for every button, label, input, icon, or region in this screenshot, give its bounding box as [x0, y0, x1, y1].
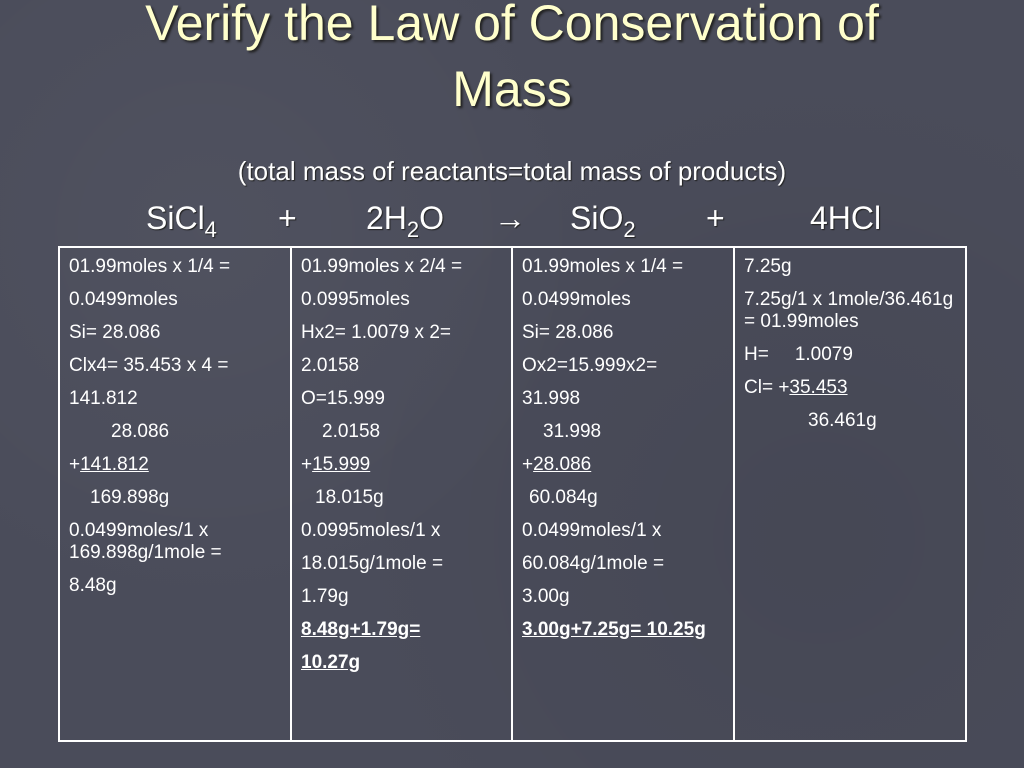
plus-sign-1: + — [278, 200, 297, 236]
cell-line: 36.461g — [808, 410, 877, 431]
cell-line: 31.998 — [522, 388, 581, 409]
cl-label: Cl= + — [744, 377, 790, 398]
cell-line: 0.0995moles — [301, 289, 410, 310]
cell-line: 01.99moles x 1/4 = — [522, 256, 684, 277]
cell-line: 2.0158 — [301, 355, 360, 376]
hcl-column: 7.25g 7.25g/1 x 1mole/36.461g = 01.99mol… — [733, 246, 967, 742]
cell-line: 3.00g+7.25g= 10.25g — [522, 619, 706, 640]
h2o-pre: 2H — [366, 200, 407, 236]
title-line-1: Verify the Law of Conservation of — [145, 0, 879, 51]
cell-line: Si= 28.086 — [522, 322, 614, 343]
cell-line: 0.0995moles/1 x — [301, 520, 441, 541]
h2o-column: 01.99moles x 2/4 = 0.0995moles Hx2= 1.00… — [290, 246, 513, 742]
underlined-value: 15.999 — [312, 454, 371, 475]
chemical-equation: SiCl4 + 2H2O → SiO2 + 4HCl — [0, 200, 1024, 248]
cell-line: 169.898g — [90, 487, 170, 508]
cell-line: 18.015g/1mole = — [301, 553, 444, 574]
sicl4-main: SiCl — [146, 200, 205, 236]
title-line-2: Mass — [452, 61, 572, 117]
cell-line: +141.812 — [69, 454, 282, 476]
cell-line: 60.084g — [529, 487, 598, 508]
cell-line: 1.79g — [301, 586, 349, 607]
underlined-value: 28.086 — [533, 454, 592, 475]
slide-title: Verify the Law of Conservation of Mass — [0, 0, 1024, 122]
cell-line: +15.999 — [301, 454, 503, 476]
cell-line: 8.48g — [69, 575, 117, 596]
underlined-value: 35.453 — [789, 377, 848, 398]
cell-line: 7.25g/1 x 1mole/36.461g = 01.99moles — [744, 289, 954, 332]
cell-line: +28.086 — [522, 454, 725, 476]
reaction-arrow-icon: → — [494, 200, 526, 236]
sicl4-column: 01.99moles x 1/4 = 0.0499moles Si= 28.08… — [58, 246, 292, 742]
cell-line: Ox2=15.999x2= — [522, 355, 658, 376]
cell-line: 01.99moles x 2/4 = — [301, 256, 463, 277]
cell-line: 2.0158 — [322, 421, 381, 442]
calculation-table: 01.99moles x 1/4 = 0.0499moles Si= 28.08… — [58, 246, 967, 742]
product-sio2: SiO2 — [570, 200, 636, 243]
cell-line: 0.0499moles/1 x 169.898g/1mole = — [69, 520, 222, 563]
h2o-subscript: 2 — [406, 217, 420, 242]
reactant-h2o: 2H2O — [366, 200, 444, 243]
cell-line: Cl= +35.453 — [744, 377, 957, 399]
underlined-value: 141.812 — [80, 454, 149, 475]
cell-line: 18.015g — [315, 487, 384, 508]
cell-line: Hx2= 1.0079 x 2= — [301, 322, 451, 343]
cell-line: 0.0499moles/1 x — [522, 520, 662, 541]
sio2-subscript: 2 — [623, 217, 636, 242]
cell-line: O=15.999 — [301, 388, 385, 409]
sio2-main: SiO — [570, 200, 624, 236]
cell-line: 7.25g — [744, 256, 792, 277]
cell-line: 3.00g — [522, 586, 570, 607]
slide-subtitle: (total mass of reactants=total mass of p… — [237, 156, 787, 186]
cell-line: 10.27g — [301, 652, 361, 673]
reactant-sicl4: SiCl4 — [146, 200, 217, 243]
h2o-post: O — [419, 200, 445, 236]
plus-sign-2: + — [706, 200, 725, 236]
cell-line: H= 1.0079 — [744, 344, 957, 366]
cell-line: 0.0499moles — [69, 289, 178, 310]
cell-line: 0.0499moles — [522, 289, 631, 310]
table-row: 01.99moles x 1/4 = 0.0499moles Si= 28.08… — [58, 246, 967, 742]
h-label: H= — [744, 344, 769, 365]
cell-line: Clx4= 35.453 x 4 = — [69, 355, 229, 376]
cell-line: 60.084g/1mole = — [522, 553, 665, 574]
h-value: 1.0079 — [794, 344, 853, 365]
plus-sign: + — [69, 454, 81, 475]
cell-line: Si= 28.086 — [69, 322, 161, 343]
plus-sign: + — [301, 454, 313, 475]
cell-line: 8.48g+1.79g= — [301, 619, 421, 640]
sio2-column: 01.99moles x 1/4 = 0.0499moles Si= 28.08… — [511, 246, 735, 742]
product-hcl: 4HCl — [810, 200, 882, 236]
cell-line: 01.99moles x 1/4 = — [69, 256, 231, 277]
plus-sign: + — [522, 454, 534, 475]
cell-line: 28.086 — [111, 421, 170, 442]
sicl4-subscript: 4 — [204, 217, 217, 242]
cell-line: 141.812 — [69, 388, 138, 409]
cell-line: 31.998 — [543, 421, 602, 442]
